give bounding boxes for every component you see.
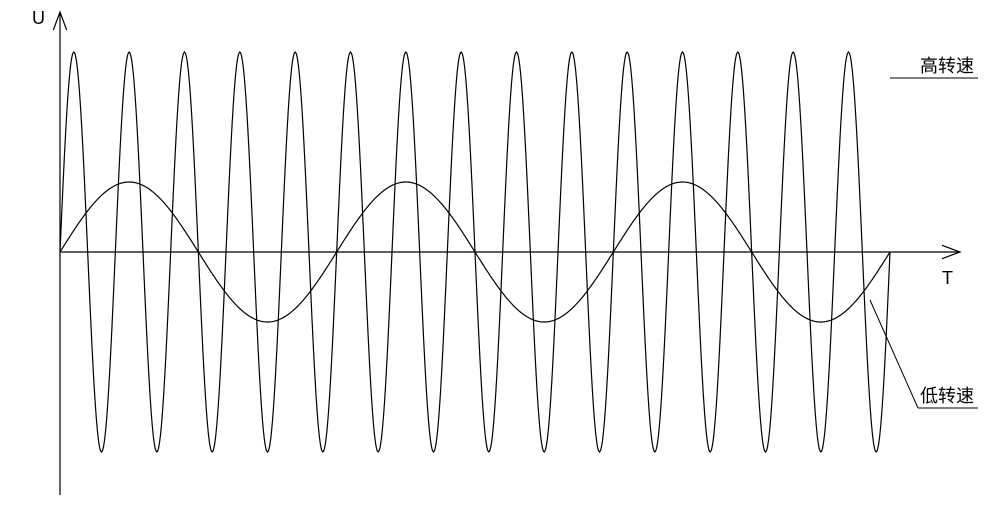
series-label-high_speed: 高转速 — [920, 56, 974, 76]
series-label-low_speed: 低转速 — [920, 386, 974, 406]
y-axis-label: U — [32, 8, 45, 28]
waveform-chart: U T 高转速低转速 — [0, 0, 1000, 507]
chart-svg: U T 高转速低转速 — [0, 0, 1000, 507]
x-axis-label: T — [942, 268, 953, 288]
